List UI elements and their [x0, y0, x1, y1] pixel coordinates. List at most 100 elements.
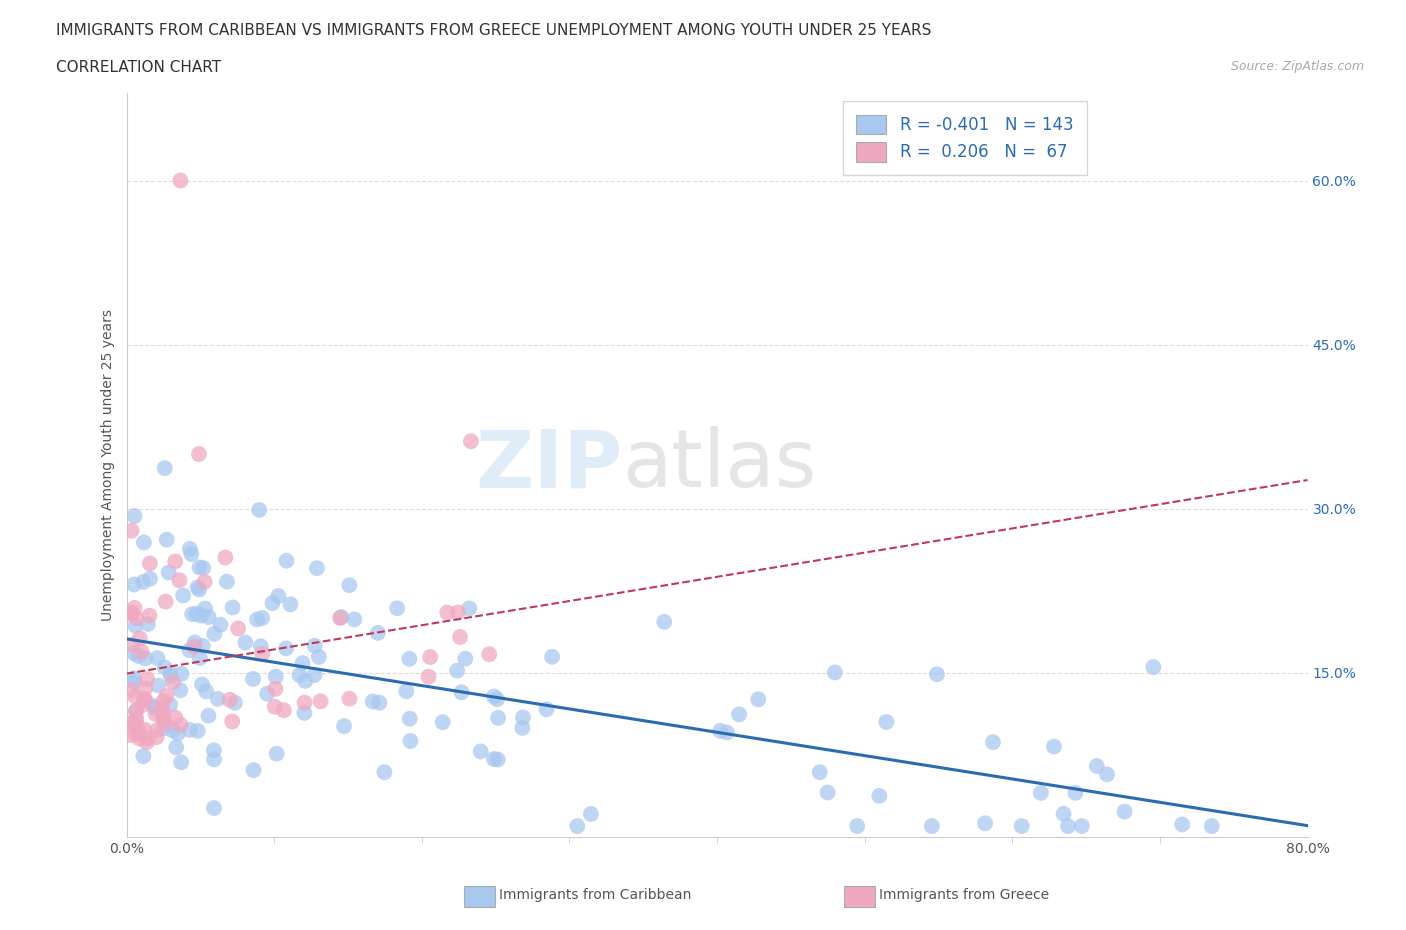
Point — [195, 684, 218, 699]
Point — [134, 693, 156, 708]
Point — [124, 509, 146, 524]
Point — [139, 571, 162, 586]
Point — [122, 577, 145, 591]
Point — [121, 637, 143, 652]
Point — [304, 668, 326, 683]
Point — [180, 547, 202, 562]
Point — [162, 724, 184, 738]
Point — [339, 691, 361, 706]
Point — [470, 744, 492, 759]
Point — [150, 700, 173, 715]
Point — [202, 627, 225, 642]
Point — [183, 639, 205, 654]
Point — [194, 601, 217, 616]
Point — [486, 752, 509, 767]
Point — [242, 763, 264, 777]
Text: Immigrants from Caribbean: Immigrants from Caribbean — [499, 888, 692, 902]
Point — [188, 651, 211, 666]
Point — [125, 611, 148, 626]
Point — [536, 702, 558, 717]
Point — [134, 691, 156, 706]
Point — [482, 751, 505, 766]
Point — [146, 723, 169, 737]
Point — [188, 446, 211, 461]
Point — [218, 692, 240, 707]
Point — [159, 666, 181, 681]
Point — [128, 631, 150, 645]
Point — [1114, 804, 1136, 819]
Point — [131, 644, 153, 659]
Point — [256, 686, 278, 701]
Point — [482, 689, 505, 704]
Point — [250, 639, 273, 654]
Point — [921, 818, 943, 833]
Point — [288, 668, 311, 683]
Point — [373, 764, 395, 779]
Point — [134, 681, 156, 696]
Point — [155, 594, 177, 609]
Point — [120, 606, 142, 621]
Point — [197, 610, 219, 625]
Point — [209, 618, 232, 632]
Text: Immigrants from Greece: Immigrants from Greece — [879, 888, 1049, 902]
Point — [125, 704, 148, 719]
Point — [418, 670, 440, 684]
Point — [125, 726, 148, 741]
Point — [450, 684, 472, 699]
Point — [125, 714, 148, 729]
Point — [186, 606, 208, 621]
Point — [246, 612, 269, 627]
Point — [747, 692, 769, 707]
Point — [187, 580, 209, 595]
Point — [266, 746, 288, 761]
Point — [454, 651, 477, 666]
Point — [1052, 806, 1074, 821]
Point — [868, 789, 890, 804]
Point — [179, 643, 201, 658]
Point — [486, 692, 509, 707]
Point — [121, 605, 143, 620]
Point — [221, 600, 243, 615]
Point — [1057, 818, 1080, 833]
Point — [263, 699, 285, 714]
Point — [135, 735, 157, 750]
Point — [194, 575, 217, 590]
Point — [242, 671, 264, 686]
Point — [132, 575, 155, 590]
Point — [273, 703, 295, 718]
Point — [152, 709, 174, 724]
Point — [1070, 818, 1092, 833]
Point — [221, 714, 243, 729]
Point — [709, 724, 731, 738]
Point — [148, 678, 170, 693]
Point — [145, 730, 167, 745]
Point — [398, 651, 420, 666]
Point — [145, 707, 167, 722]
Point — [1095, 767, 1118, 782]
Point — [139, 556, 162, 571]
Point — [190, 608, 212, 623]
Point — [399, 734, 422, 749]
Point — [294, 673, 316, 688]
Point — [160, 669, 183, 684]
Point — [291, 656, 314, 671]
Point — [156, 532, 179, 547]
Point — [449, 630, 471, 644]
Point — [981, 735, 1004, 750]
Point — [1029, 786, 1052, 801]
Text: ZIP: ZIP — [475, 426, 623, 504]
Point — [478, 646, 501, 661]
Point — [309, 694, 332, 709]
Point — [179, 723, 201, 737]
Point — [304, 638, 326, 653]
Point — [152, 694, 174, 709]
Point — [202, 801, 225, 816]
Point — [329, 611, 352, 626]
Point — [188, 582, 211, 597]
Point — [367, 625, 389, 640]
Point — [152, 711, 174, 725]
Point — [132, 698, 155, 712]
Point — [128, 731, 150, 746]
Point — [398, 711, 420, 726]
Point — [132, 535, 155, 550]
